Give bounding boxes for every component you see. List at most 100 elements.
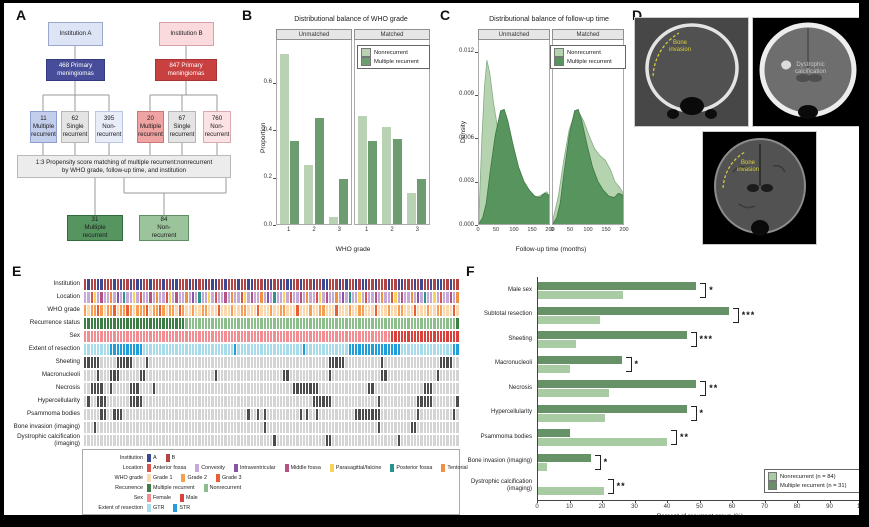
oncoprint-tile <box>374 435 377 446</box>
oncoprint-tile <box>217 318 221 329</box>
oncoprint-tile <box>129 435 132 446</box>
oncoprint-tile <box>345 318 348 329</box>
oncoprint-tile <box>309 305 312 316</box>
oncoprint-tile <box>306 331 309 342</box>
oncoprint-tile <box>286 344 289 355</box>
oncoprint-tile <box>113 344 116 355</box>
legend: Nonrecurrent Multiple recurrent <box>357 45 430 69</box>
oncoprint-tile <box>123 305 126 316</box>
oncoprint-tile <box>97 357 100 368</box>
oncoprint-tile <box>208 292 211 303</box>
oncoprint-tile <box>368 409 371 420</box>
oncoprint-tile <box>325 292 328 303</box>
bar-multiple-recurrent <box>537 355 622 364</box>
oncoprint-tile <box>250 435 253 446</box>
oncoprint-tile <box>162 370 165 381</box>
oncoprint-row-tiles <box>84 318 459 329</box>
oncoprint-tile <box>273 331 276 342</box>
oncoprint-tile <box>178 383 181 394</box>
oncoprint-tile <box>172 396 175 407</box>
oncoprint-tile <box>309 370 312 381</box>
oncoprint-tile <box>377 279 381 290</box>
oncoprint-tile <box>116 383 119 394</box>
oncoprint-tile <box>446 370 449 381</box>
oncoprint-tile <box>351 396 355 407</box>
oncoprint-tile <box>266 435 270 446</box>
oncoprint-tile <box>208 409 211 420</box>
oncoprint-tile <box>237 383 240 394</box>
legend-item-label: Nonrecurrent <box>209 485 242 491</box>
oncoprint-tile <box>146 305 149 316</box>
oncoprint-tile <box>97 305 100 316</box>
oncoprint-tile <box>417 279 420 290</box>
oncoprint-tile <box>397 422 400 433</box>
oncoprint-tile <box>263 344 266 355</box>
oncoprint-tile <box>253 370 257 381</box>
legend-item-label: A <box>153 455 157 461</box>
oncoprint-tile <box>390 292 394 303</box>
oncoprint-tile <box>211 318 214 329</box>
oncoprint-tile <box>276 435 279 446</box>
oncoprint-tile <box>302 422 306 433</box>
oncoprint-tile <box>279 383 283 394</box>
oncoprint-tile <box>341 383 345 394</box>
oncoprint-tile <box>149 305 152 316</box>
oncoprint-tile <box>283 422 286 433</box>
category-label: Macronucleoli <box>494 360 532 367</box>
oncoprint-tile <box>293 279 296 290</box>
oncoprint-tile <box>341 305 345 316</box>
oncoprint-tile <box>155 370 159 381</box>
oncoprint-tile <box>123 422 126 433</box>
oncoprint-tile <box>168 383 172 394</box>
oncoprint-tile <box>404 357 407 368</box>
oncoprint-tile <box>253 331 257 342</box>
oncoprint-tile <box>230 370 234 381</box>
oncoprint-tile <box>413 370 417 381</box>
oncoprint-tile <box>299 279 302 290</box>
oncoprint-tile <box>374 318 377 329</box>
oncoprint-tile <box>338 396 341 407</box>
oncoprint-tile <box>276 292 279 303</box>
oncoprint-tile <box>456 409 459 420</box>
oncoprint-tile <box>420 370 423 381</box>
oncoprint-tile <box>299 383 302 394</box>
oncoprint-tile <box>234 279 237 290</box>
oncoprint-tile <box>335 318 338 329</box>
oncoprint-tile <box>387 357 390 368</box>
oncoprint-tile <box>178 435 181 446</box>
oncoprint-tile <box>106 396 110 407</box>
oncoprint-tile <box>175 357 178 368</box>
legend-swatch <box>173 504 178 512</box>
oncoprint-tile <box>351 370 355 381</box>
oncoprint-tile <box>152 383 155 394</box>
oncoprint-tile <box>116 331 119 342</box>
oncoprint-tile <box>155 357 159 368</box>
oncoprint-tile <box>211 383 214 394</box>
oncoprint-tile <box>410 279 413 290</box>
category-label: Male sex <box>507 286 532 293</box>
legend-group: WHO grade Grade 1 Grade 2 Grade 3 <box>85 473 455 483</box>
oncoprint-row: Sex <box>6 331 459 342</box>
oncoprint-tile <box>273 279 276 290</box>
oncoprint-tile <box>456 318 459 329</box>
oncoprint-tile <box>224 396 227 407</box>
oncoprint-tile <box>299 292 302 303</box>
oncoprint-tile <box>217 422 221 433</box>
facet-strip: Unmatched <box>276 29 352 40</box>
oncoprint-tile <box>410 396 413 407</box>
oncoprint-tile <box>106 318 110 329</box>
oncoprint-tile <box>178 344 181 355</box>
bar-multiple-recurrent-grade-2 <box>392 139 402 224</box>
legend-item: Male <box>179 494 198 502</box>
oncoprint-tile <box>453 383 456 394</box>
oncoprint-tile <box>113 279 116 290</box>
y-tick-mark <box>475 138 478 140</box>
oncoprint-tile <box>439 305 443 316</box>
oncoprint-tile <box>195 383 198 394</box>
significance-bracket <box>732 307 739 323</box>
oncoprint-tile <box>335 357 338 368</box>
oncoprint-tile <box>198 292 201 303</box>
oncoprint-tile <box>426 422 430 433</box>
oncoprint-tile <box>84 409 87 420</box>
ct-bone-illustration <box>635 18 748 126</box>
